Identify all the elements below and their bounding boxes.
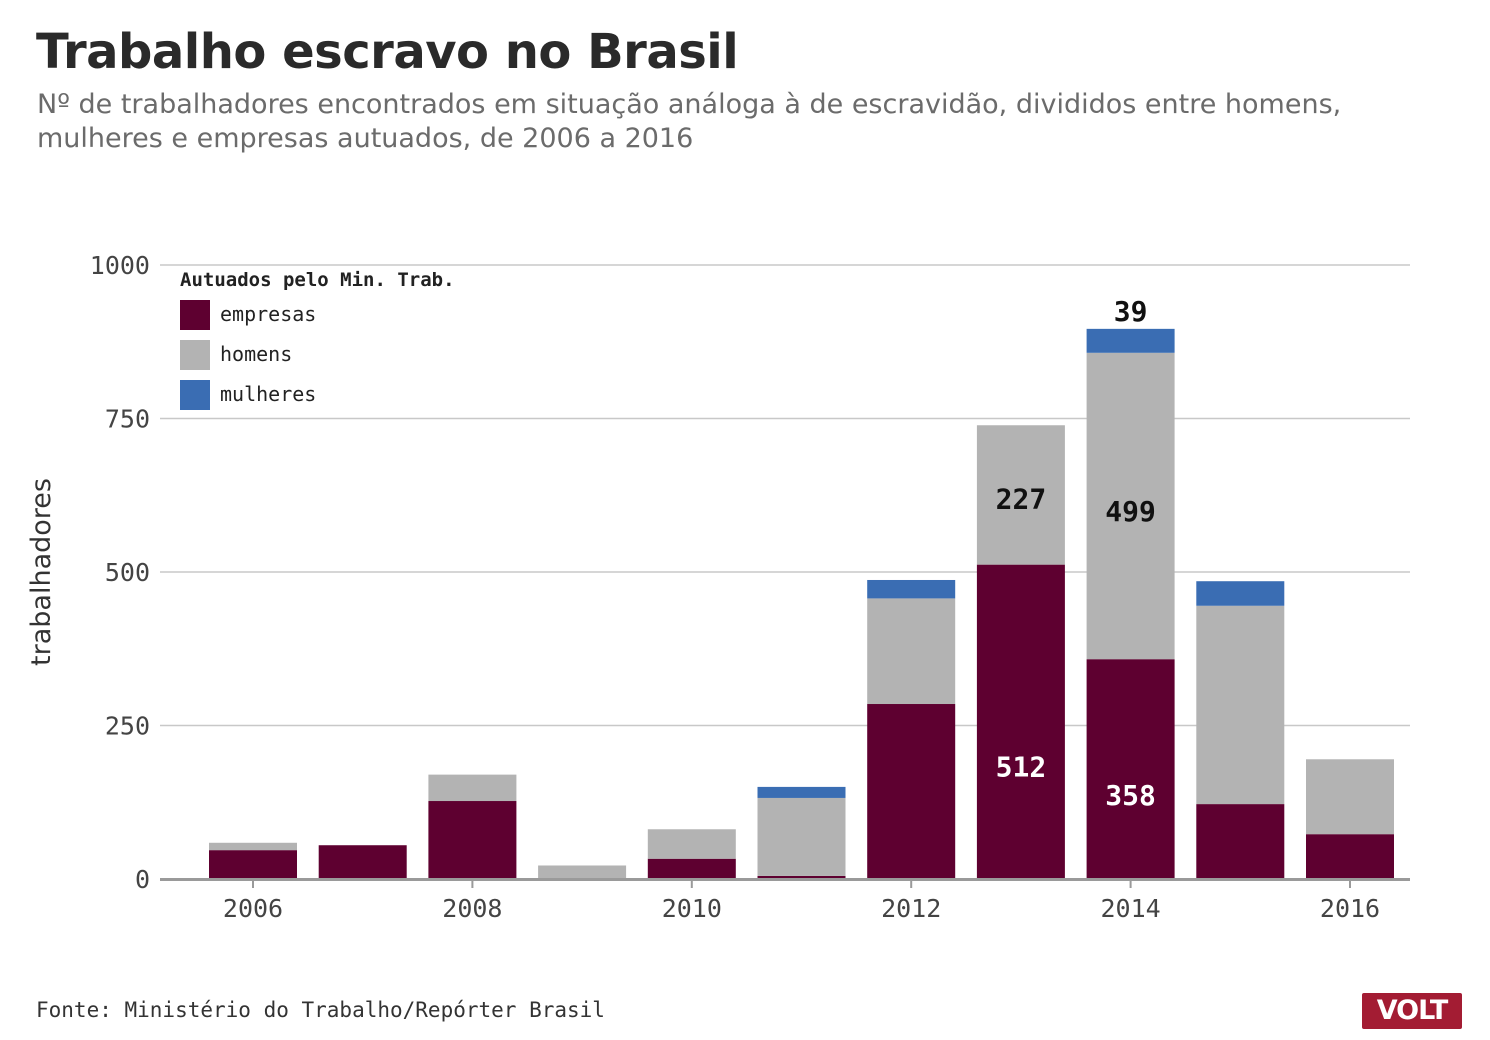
x-tick-label-2012: 2012 (881, 894, 941, 923)
chart-title: Trabalho escravo no Brasil (36, 24, 739, 80)
bar-empresas-2013 (976, 564, 1065, 879)
data-label-empresas-2014: 358 (1105, 779, 1156, 812)
bar-mulheres-2012 (867, 579, 956, 599)
bar-homens-2014 (1086, 352, 1175, 660)
x-tick-label-2006: 2006 (223, 894, 283, 923)
data-label-homens-2014: 499 (1105, 495, 1156, 528)
bar-homens-2015 (1196, 605, 1285, 805)
data-label-homens-2013: 227 (996, 482, 1047, 515)
data-labels: 512 227 358 499 39 (996, 295, 1156, 812)
bar-homens-2011 (757, 797, 846, 876)
legend: Autuados pelo Min. Trab. empresas homens mu… (180, 269, 455, 410)
y-tick-label-0: 0 (135, 865, 150, 894)
y-tick-label-750: 750 (105, 405, 150, 434)
x-tick-label-2014: 2014 (1100, 894, 1160, 923)
bar-empresas-2016 (1306, 834, 1394, 879)
bars (209, 328, 1394, 879)
x-tick-label-2010: 2010 (662, 894, 722, 923)
data-label-empresas-2013: 512 (996, 751, 1047, 784)
bar-homens-2016 (1306, 759, 1394, 835)
legend-swatch-empresas (180, 300, 210, 330)
bar-empresas-2014 (1086, 659, 1175, 879)
volt-logo: VOLT (1362, 993, 1462, 1029)
bar-mulheres-2011 (757, 786, 846, 798)
bar-homens-2008 (428, 774, 517, 802)
bar-empresas-2007 (318, 845, 407, 879)
bar-homens-2012 (867, 598, 956, 705)
bar-empresas-2012 (867, 704, 956, 879)
bar-empresas-2008 (428, 801, 517, 879)
legend-label-homens: homens (220, 342, 292, 366)
legend-label-mulheres: mulheres (220, 382, 316, 406)
y-tick-label-500: 500 (105, 558, 150, 587)
bar-empresas-2015 (1196, 804, 1285, 879)
bar-homens-2013 (976, 425, 1065, 565)
x-tick-label-2016: 2016 (1320, 894, 1380, 923)
y-tick-label-250: 250 (105, 712, 150, 741)
legend-swatch-homens (180, 340, 210, 370)
y-axis-label: trabalhadores (26, 478, 57, 666)
bar-empresas-2006 (209, 850, 297, 879)
bar-homens-2009 (538, 865, 627, 879)
bar-empresas-2010 (647, 858, 736, 879)
legend-label-empresas: empresas (220, 302, 316, 326)
x-tick-label-2008: 2008 (442, 894, 502, 923)
bar-mulheres-2014 (1086, 328, 1175, 353)
bar-empresas-2011 (757, 875, 846, 879)
bar-homens-2006 (209, 842, 297, 851)
legend-swatch-mulheres (180, 380, 210, 410)
bar-homens-2010 (647, 829, 736, 859)
axes: 0 250 500 750 1000 trabalhadores 2006 2008 2010 2… (26, 251, 1410, 923)
source-note: Fonte: Ministério do Trabalho/Repórter B… (36, 998, 605, 1022)
chart-subtitle: Nº de trabalhadores encontrados em situa… (37, 89, 1342, 154)
legend-title: Autuados pelo Min. Trab. (180, 269, 455, 291)
y-tick-label-1000: 1000 (90, 251, 150, 280)
data-label-mulheres-2014: 39 (1114, 295, 1148, 328)
bar-mulheres-2015 (1196, 581, 1285, 606)
